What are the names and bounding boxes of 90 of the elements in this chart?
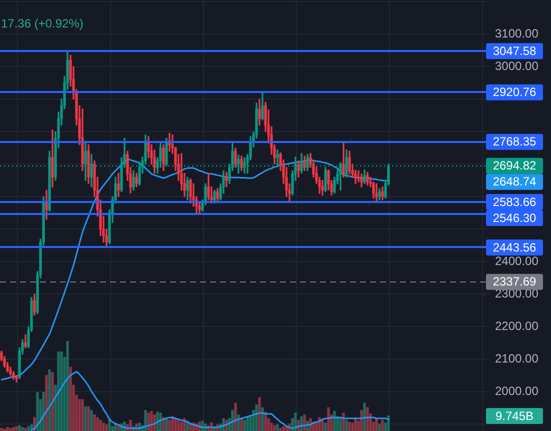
bar — [363, 402, 366, 431]
bar — [24, 428, 27, 431]
bar — [12, 427, 15, 431]
bar — [45, 374, 48, 431]
bar — [273, 425, 276, 431]
bar — [375, 418, 378, 431]
bar — [84, 406, 87, 431]
ref-line-label: 2920.76 — [492, 85, 537, 100]
bar — [279, 428, 282, 431]
bar — [159, 412, 162, 431]
bar — [174, 418, 177, 431]
bar — [303, 414, 306, 431]
y-tick-label: 3100.00 — [495, 26, 539, 40]
bar — [150, 410, 153, 431]
y-tick-label: 2100.00 — [495, 351, 539, 366]
bar — [366, 407, 369, 431]
bar — [93, 414, 96, 431]
bar — [168, 420, 171, 431]
y-tick-label: 2300.00 — [495, 286, 539, 300]
y-tick-label: 2200.00 — [495, 318, 539, 333]
bar — [276, 424, 279, 431]
y-tick-label: 2000.00 — [495, 384, 539, 398]
bar — [99, 420, 102, 431]
bar — [102, 422, 105, 431]
bar — [90, 410, 93, 431]
bar — [240, 418, 243, 431]
bar — [9, 428, 12, 431]
bar — [18, 425, 21, 431]
bar — [6, 427, 9, 431]
bar — [36, 392, 39, 431]
ref-line-label: 2546.30 — [492, 210, 537, 225]
bar — [21, 427, 24, 431]
bar — [354, 418, 357, 431]
bar — [378, 423, 381, 431]
bar — [66, 341, 69, 431]
bar — [180, 422, 183, 431]
ref-line-label: 2694.82 — [492, 158, 537, 173]
text: 2648.74 — [492, 174, 537, 189]
bar — [345, 420, 348, 431]
bar — [255, 404, 258, 431]
bar — [57, 351, 60, 431]
bar — [27, 426, 30, 431]
ref-line-label: 2583.66 — [492, 194, 537, 209]
bar — [87, 406, 90, 431]
bar — [42, 392, 45, 431]
bar — [177, 420, 180, 431]
bar — [351, 422, 354, 431]
ref-line-label: 2337.69 — [492, 274, 537, 289]
bar — [294, 412, 297, 431]
text: 9.745B — [495, 408, 534, 423]
ref-line-label: 2443.56 — [492, 240, 537, 254]
bar — [261, 407, 264, 431]
y-tick-label: 3000.00 — [495, 58, 539, 73]
bar — [258, 397, 261, 431]
bar — [243, 420, 246, 431]
bar — [108, 420, 111, 431]
bar — [156, 412, 159, 431]
bar — [165, 418, 168, 431]
bar — [333, 410, 336, 431]
bar — [342, 412, 345, 431]
bar — [69, 366, 72, 431]
bar — [0, 428, 3, 431]
bar — [348, 422, 351, 431]
candlestick — [225, 172, 228, 188]
bar — [147, 412, 150, 431]
bar — [48, 369, 51, 431]
bar — [387, 415, 390, 431]
bar — [360, 410, 363, 431]
bar — [144, 410, 147, 431]
annotation: 17.36 (+0.92%) — [1, 16, 84, 30]
bar — [321, 420, 324, 431]
bar — [105, 424, 108, 431]
bar — [231, 410, 234, 431]
y-tick-label: 2400.00 — [495, 254, 539, 268]
bar — [51, 372, 54, 431]
bar — [282, 426, 285, 431]
bar — [117, 425, 120, 431]
bar — [327, 407, 330, 431]
bar — [234, 402, 237, 431]
bar — [381, 420, 384, 431]
candlestick — [321, 180, 324, 196]
bar — [246, 417, 249, 431]
ref-line-label: 2768.35 — [492, 134, 537, 149]
ref-line-label: 3047.58 — [492, 44, 537, 58]
bar — [96, 417, 99, 431]
bar — [237, 414, 240, 431]
bar — [81, 399, 84, 431]
bar — [324, 422, 327, 431]
bar — [15, 426, 18, 431]
bar — [339, 418, 342, 431]
